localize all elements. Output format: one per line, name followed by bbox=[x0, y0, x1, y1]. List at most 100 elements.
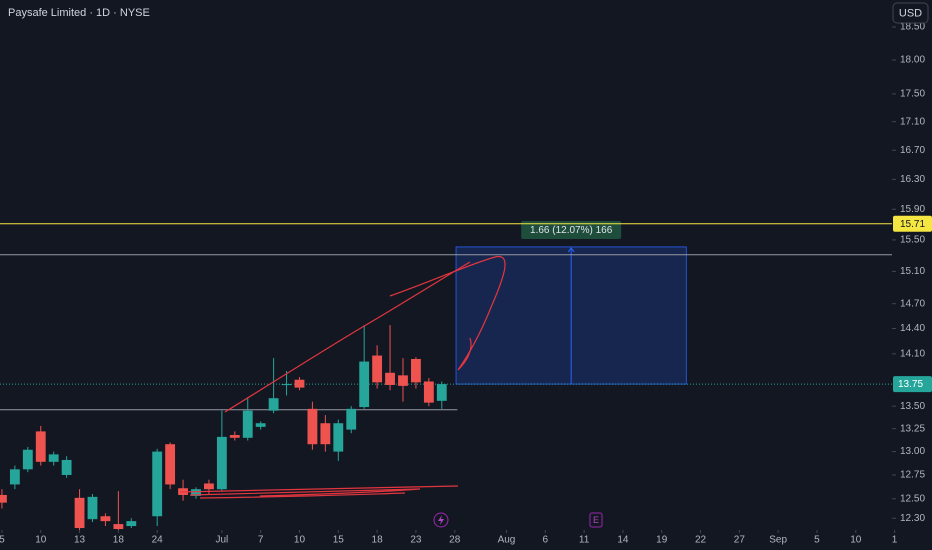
x-tick-label: 7 bbox=[258, 535, 264, 546]
y-tick-label: 13.25 bbox=[900, 423, 925, 434]
candle-body bbox=[74, 497, 85, 529]
y-tick-label: 18.50 bbox=[900, 22, 925, 33]
candle-body bbox=[333, 423, 344, 452]
y-tick-label: 13.00 bbox=[900, 446, 925, 457]
y-tick-label: 14.10 bbox=[900, 348, 925, 359]
candle-body bbox=[423, 381, 434, 403]
candle-body bbox=[436, 384, 447, 401]
measure-label: 1.66 (12.07%) 166 bbox=[530, 225, 613, 236]
candle-body bbox=[346, 408, 357, 430]
candle-body bbox=[294, 379, 305, 388]
price-axis-bg bbox=[892, 0, 932, 530]
measure-label-bg bbox=[521, 220, 622, 239]
candle-body bbox=[9, 469, 20, 485]
candle-body bbox=[385, 372, 395, 385]
x-tick-label: 5 bbox=[814, 535, 820, 546]
x-tick-label: 18 bbox=[372, 535, 384, 546]
x-tick-label: 18 bbox=[113, 535, 125, 546]
support-drawing bbox=[199, 492, 406, 499]
loop-drawing bbox=[389, 256, 506, 371]
x-tick-label: 10 bbox=[294, 535, 306, 546]
candle-body bbox=[411, 358, 421, 383]
candle-body bbox=[320, 423, 331, 445]
earnings-label: E bbox=[593, 515, 599, 525]
currency[interactable]: USD bbox=[899, 7, 922, 19]
candle-body bbox=[268, 398, 279, 411]
drawings bbox=[179, 256, 506, 499]
level-tag-label: 15.71 bbox=[900, 219, 925, 230]
y-tick-label: 14.70 bbox=[900, 298, 925, 309]
support-drawing bbox=[189, 488, 421, 497]
y-tick-label: 12.75 bbox=[900, 470, 925, 481]
support-drawing bbox=[179, 485, 459, 493]
candle-body bbox=[204, 483, 214, 490]
dividend-icon[interactable] bbox=[433, 512, 449, 528]
candle-body bbox=[100, 516, 111, 522]
x-tick-label: Jul bbox=[215, 535, 228, 546]
candle-body bbox=[242, 410, 253, 438]
y-tick-label: 13.50 bbox=[900, 401, 925, 412]
candle-body bbox=[0, 494, 7, 503]
candle-body bbox=[372, 355, 383, 383]
x-tick-label: 1 bbox=[892, 535, 898, 546]
x-tick-label: 27 bbox=[734, 535, 746, 546]
candle-body bbox=[22, 449, 33, 470]
candle-body bbox=[87, 496, 98, 520]
x-tick-label: 14 bbox=[617, 535, 629, 546]
chart-title: Paysafe Limited · 1D · NYSE bbox=[8, 7, 150, 19]
y-tick-label: 17.10 bbox=[900, 116, 925, 127]
y-tick-label: 12.30 bbox=[900, 513, 925, 524]
candle-body bbox=[255, 423, 266, 427]
candle-body bbox=[359, 361, 370, 408]
y-tick-label: 17.50 bbox=[900, 89, 925, 100]
x-tick-label: 15 bbox=[333, 535, 345, 546]
y-tick-label: 16.70 bbox=[900, 145, 925, 156]
x-tick-label: 10 bbox=[35, 535, 47, 546]
candle-body bbox=[191, 489, 201, 496]
candle-body bbox=[398, 375, 408, 386]
y-tick-label: 18.00 bbox=[900, 55, 925, 66]
level-tag bbox=[893, 215, 932, 232]
candle-body bbox=[35, 431, 46, 462]
x-axis: 5 10 13 18 24 Jul 7 10 15 18 23 28 Aug 6 11 14 19 22 27 Sep… bbox=[0, 530, 898, 546]
candle-body bbox=[281, 384, 292, 386]
candle-body bbox=[113, 524, 124, 530]
event-icons: E bbox=[433, 512, 603, 528]
trend-drawing bbox=[224, 261, 471, 413]
x-tick-label: Aug bbox=[498, 535, 516, 546]
x-tick-label: 11 bbox=[579, 535, 590, 546]
candle-body bbox=[165, 444, 176, 485]
x-tick-label: 5 bbox=[0, 535, 5, 546]
y-tick-label: 16.30 bbox=[900, 174, 925, 185]
y-tick-label: 12.50 bbox=[900, 493, 925, 504]
price-axis: 18.50 18.00 17.50 17.10 16.70 16.30 15.90 15.50… bbox=[892, 0, 932, 530]
x-tick-label: 23 bbox=[410, 535, 422, 546]
candle-body bbox=[152, 451, 163, 517]
x-tick-label: Sep bbox=[769, 535, 787, 546]
candle-body bbox=[48, 454, 59, 462]
x-tick-label: 13 bbox=[74, 535, 86, 546]
y-tick-label: 14.40 bbox=[900, 323, 925, 334]
last-price-label: 13.75 bbox=[898, 379, 923, 390]
y-tick-label: 15.50 bbox=[900, 235, 925, 246]
candle-body bbox=[216, 436, 227, 490]
x-tick-label: 19 bbox=[656, 535, 668, 546]
y-tick-label: 15.90 bbox=[900, 204, 925, 215]
y-tick-label: 15.10 bbox=[900, 266, 925, 277]
y-ticks: 18.50 18.00 17.50 17.10 16.70 16.30 15.90 15.50… bbox=[892, 22, 925, 524]
earnings-icon[interactable] bbox=[589, 512, 603, 528]
dividend-glyph bbox=[438, 515, 444, 525]
currency-button[interactable] bbox=[892, 2, 929, 24]
measure-arrowhead bbox=[567, 247, 575, 253]
x-tick-label: 10 bbox=[850, 535, 862, 546]
candle-body bbox=[126, 521, 137, 527]
x-tick-label: 24 bbox=[152, 535, 164, 546]
candle-body bbox=[61, 459, 72, 475]
candle-body bbox=[229, 435, 240, 438]
x-tick-label: 28 bbox=[449, 535, 461, 546]
x-tick-label: 22 bbox=[695, 535, 707, 546]
candle-body bbox=[307, 408, 318, 445]
last-price-tag bbox=[893, 376, 932, 393]
